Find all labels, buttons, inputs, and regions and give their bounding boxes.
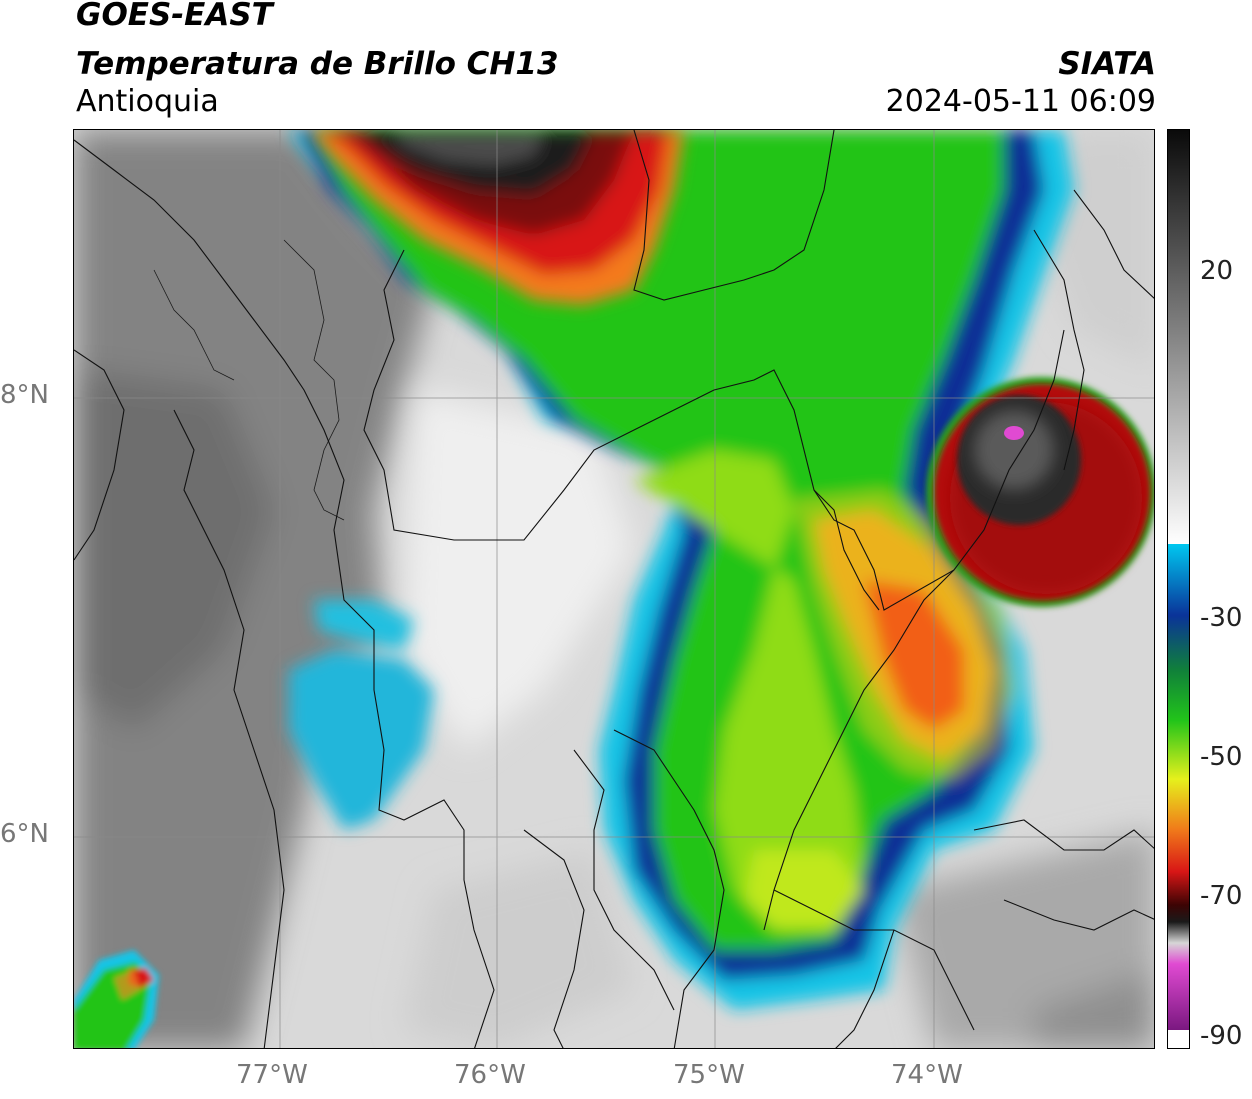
product-title: Temperatura de Brillo CH13 — [76, 46, 559, 82]
colorbar-tick-minus90: -90 — [1200, 1021, 1243, 1051]
satellite-map — [73, 129, 1155, 1049]
coldest-core — [1004, 426, 1024, 440]
lon-label-74w: 74°W — [891, 1060, 963, 1090]
colorbar-tick-minus50: -50 — [1200, 742, 1243, 772]
coastline — [153, 239, 345, 521]
timestamp-label: 2024-05-11 06:09 — [885, 84, 1156, 119]
satellite-title: GOES-EAST — [76, 0, 273, 33]
political-boundaries — [74, 130, 1154, 1048]
lon-label-75w: 75°W — [673, 1060, 745, 1090]
lon-label-77w: 77°W — [236, 1060, 308, 1090]
colorbar-tick-minus30: -30 — [1200, 603, 1243, 633]
colorbar-tick-minus70: -70 — [1200, 881, 1243, 911]
temperature-colorbar — [1167, 129, 1190, 1049]
warm-cloudfree-area — [74, 130, 1154, 1048]
graticule — [74, 130, 1154, 1048]
lat-label-8n: 8°N — [0, 380, 49, 410]
southwest-cloud-cell — [74, 950, 159, 1048]
lon-label-76w: 76°W — [454, 1060, 526, 1090]
east-cold-cloud-top — [926, 377, 1154, 607]
lat-label-6n: 6°N — [0, 819, 49, 849]
organization-label: SIATA — [1058, 46, 1156, 82]
region-subtitle: Antioquia — [76, 84, 219, 119]
colorbar-tick-20: 20 — [1200, 256, 1234, 286]
